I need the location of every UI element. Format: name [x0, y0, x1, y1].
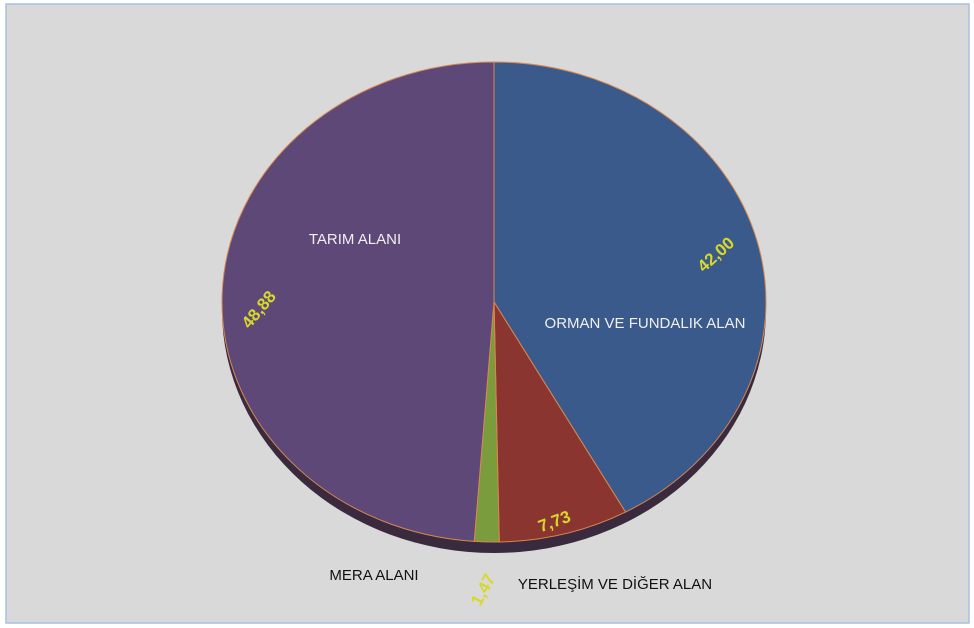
pie-slice	[493, 61, 767, 513]
category-label: TARIM ALANI	[308, 231, 402, 248]
pie-slice	[221, 61, 495, 542]
pie-slice	[493, 300, 627, 543]
category-label: ORMAN VE FUNDALIK ALAN	[544, 315, 746, 332]
category-label: YERLEŞİM VE DİĞER ALAN	[517, 576, 713, 593]
category-label: MERA ALANI	[329, 567, 419, 584]
